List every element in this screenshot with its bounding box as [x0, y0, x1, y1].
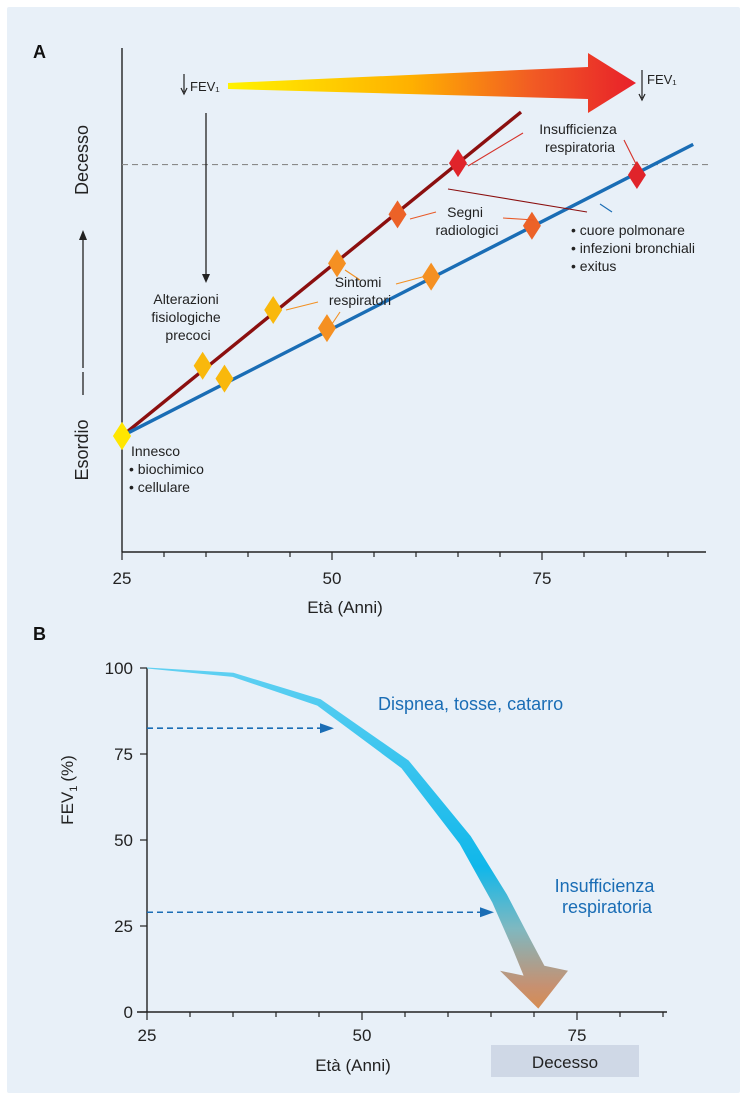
segni-line-2: radiologici	[435, 222, 498, 238]
dispnea-arrow-head	[320, 723, 334, 734]
panel-b-x-tick-label: 25	[138, 1026, 157, 1045]
panel-a-x-label: Età (Anni)	[307, 598, 383, 617]
panel-b-label: B	[33, 624, 46, 644]
panel-b-x-tick-label: 75	[568, 1026, 587, 1045]
complicanze-item-1: • cuore polmonare	[571, 222, 685, 238]
panel-b-x-ticks: 25 50 75	[138, 1012, 664, 1045]
fev-left-marker: FEV₁	[180, 74, 220, 96]
alterazioni-line-3: precoci	[165, 327, 210, 343]
panel-b-x-label: Età (Anni)	[315, 1056, 391, 1075]
panel-b-y-tick-label: 100	[105, 659, 133, 678]
panel-a-y-arrow-head	[79, 230, 87, 240]
marker-series-2-point-3	[317, 314, 336, 343]
panel-b: B 0 25 50 75 100 25 50 75 Età (Anni) FEV1 (%) D…	[33, 624, 667, 1077]
panel-a-x-tick-label: 25	[113, 569, 132, 588]
insufficienza-b-label: Insufficienza respiratoria	[555, 876, 660, 917]
panel-a-y-label-top: Decesso	[72, 125, 92, 195]
panel-b-y-tick-label: 0	[124, 1003, 133, 1022]
insufficienza-line-2: respiratoria	[545, 139, 615, 155]
fev-decline-arrow	[228, 53, 636, 113]
marker-series-1-point-4	[328, 249, 347, 278]
fev-right-label: FEV₁	[647, 72, 677, 87]
alterazioni-line-1: Alterazioni	[153, 291, 218, 307]
decesso-label: Decesso	[532, 1053, 598, 1072]
marker-series-1-point-2	[193, 351, 212, 380]
panel-a-x-ticks	[121, 552, 669, 560]
alterazioni-line-2: fisiologiche	[151, 309, 220, 325]
alterazioni-label: Alterazioni fisiologiche precoci	[151, 291, 224, 343]
marker-series-2-point-6	[627, 161, 646, 189]
insufficienza-b-annotation: Insufficienza respiratoria	[147, 876, 660, 918]
innesco-item-1: • biochimico	[129, 461, 204, 477]
complicanze-item-2: • infezioni bronchiali	[571, 240, 695, 256]
sintomi-line-2: respiratori	[329, 292, 391, 308]
marker-series-1-point-6	[449, 149, 467, 178]
dispnea-label: Dispnea, tosse, catarro	[378, 694, 563, 714]
panel-a-markers	[113, 149, 646, 450]
marker-series-2-point-5	[522, 211, 541, 240]
series-line-2	[121, 142, 694, 438]
marker-series-2-point-2	[215, 364, 234, 393]
panel-b-y-tick-label: 75	[114, 745, 133, 764]
insufficienza-label: Insufficienza respiratoria	[539, 121, 620, 155]
complicanze-item-3: • exitus	[571, 258, 616, 274]
panel-b-y-ticks: 0 25 50 75 100	[105, 659, 147, 1022]
panel-a-x-tick-labels: 25 50 75	[113, 569, 552, 588]
panel-b-y-label-sub: 1	[68, 786, 80, 792]
insufficienza-b-arrow-head	[480, 907, 494, 918]
segni-label: Segni radiologici	[435, 204, 498, 238]
insufficienza-b-line-2: respiratoria	[562, 897, 653, 917]
marker-series-2-point-1	[113, 422, 131, 450]
insufficienza-line-1: Insufficienza	[539, 121, 617, 137]
panel-b-x-tick-label: 50	[353, 1026, 372, 1045]
fev-right-marker: FEV₁	[638, 70, 677, 102]
panel-b-y-label-unit: (%)	[58, 755, 77, 781]
segni-line-1: Segni	[447, 204, 483, 220]
innesco-item-2: • cellulare	[129, 479, 190, 495]
panel-b-y-label-fev: FEV	[58, 791, 77, 825]
alterazioni-arrow-head	[202, 274, 210, 283]
panel-a-x-tick-label: 50	[323, 569, 342, 588]
panel-a: A 25 50 75 Età (Anni) Decesso Esordio FEV₁…	[33, 42, 710, 617]
leader-lines	[285, 132, 639, 325]
sintomi-line-1: Sintomi	[335, 274, 382, 290]
marker-series-1-point-3	[264, 296, 283, 325]
panel-b-y-tick-label: 25	[114, 917, 133, 936]
panel-a-label: A	[33, 42, 46, 62]
panel-a-x-tick-label: 75	[533, 569, 552, 588]
panel-a-y-label-bottom: Esordio	[72, 419, 92, 480]
sintomi-label: Sintomi respiratori	[329, 274, 391, 308]
complicanze-list: • cuore polmonare • infezioni bronchiali…	[571, 222, 699, 274]
fev-decline-band	[147, 667, 568, 1009]
decesso-box	[491, 1045, 639, 1077]
panel-b-y-tick-label: 50	[114, 831, 133, 850]
marker-series-2-point-4	[422, 262, 441, 291]
dispnea-annotation: Dispnea, tosse, catarro	[147, 694, 563, 734]
insufficienza-b-line-1: Insufficienza	[555, 876, 656, 896]
innesco-title: Innesco	[131, 443, 180, 459]
panel-b-y-label: FEV1 (%)	[58, 755, 80, 825]
marker-series-1-point-5	[388, 200, 407, 229]
innesco-label: Innesco • biochimico • cellulare	[129, 443, 208, 495]
figure-background	[7, 7, 740, 1093]
fev-left-label: FEV₁	[190, 79, 220, 94]
